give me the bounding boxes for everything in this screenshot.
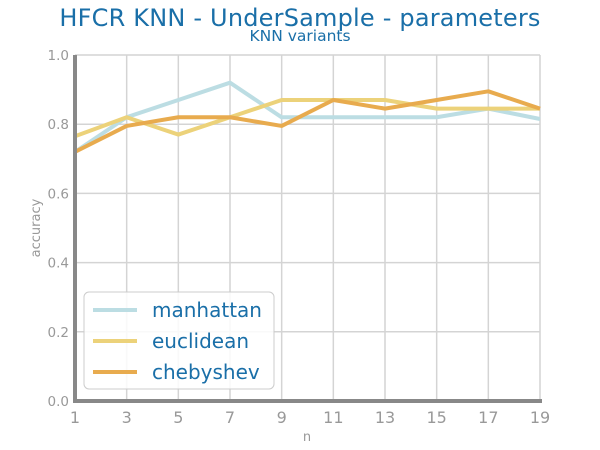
series-line-manhattan bbox=[73, 80, 541, 154]
x-tick-label-11: 11 bbox=[323, 408, 343, 427]
legend-box bbox=[83, 291, 275, 390]
x-tick-label-9: 9 bbox=[277, 408, 287, 427]
series-line-chebyshev bbox=[74, 89, 541, 154]
x-tick-label-17: 17 bbox=[478, 408, 498, 427]
legend-label-chebyshev: chebyshev bbox=[152, 360, 260, 384]
y-tick-label-1.0: 1.0 bbox=[48, 48, 69, 64]
y-axis-label: accuracy bbox=[29, 198, 44, 257]
x-tick-label-15: 15 bbox=[426, 408, 446, 427]
y-tick-label-0.2: 0.2 bbox=[48, 325, 69, 341]
x-tick-label-13: 13 bbox=[375, 408, 395, 427]
x-tick-label-19: 19 bbox=[530, 408, 550, 427]
x-tick-label-7: 7 bbox=[225, 408, 235, 427]
x-tick-label-1: 1 bbox=[70, 408, 80, 427]
chart-title: HFCR KNN - UnderSample - parameters bbox=[59, 4, 541, 32]
legend-label-manhattan: manhattan bbox=[152, 298, 262, 322]
chart-subtitle: KNN variants bbox=[249, 27, 351, 45]
series-line-euclidean bbox=[74, 97, 540, 139]
x-tick-label-3: 3 bbox=[122, 408, 132, 427]
x-tick-label-5: 5 bbox=[173, 408, 183, 427]
y-tick-label-0.0: 0.0 bbox=[48, 394, 69, 410]
y-tick-label-0.6: 0.6 bbox=[48, 186, 69, 202]
y-tick-label-0.4: 0.4 bbox=[48, 256, 69, 272]
legend-label-euclidean: euclidean bbox=[152, 329, 249, 353]
x-axis-label: n bbox=[303, 430, 311, 445]
y-tick-label-0.8: 0.8 bbox=[48, 117, 69, 133]
